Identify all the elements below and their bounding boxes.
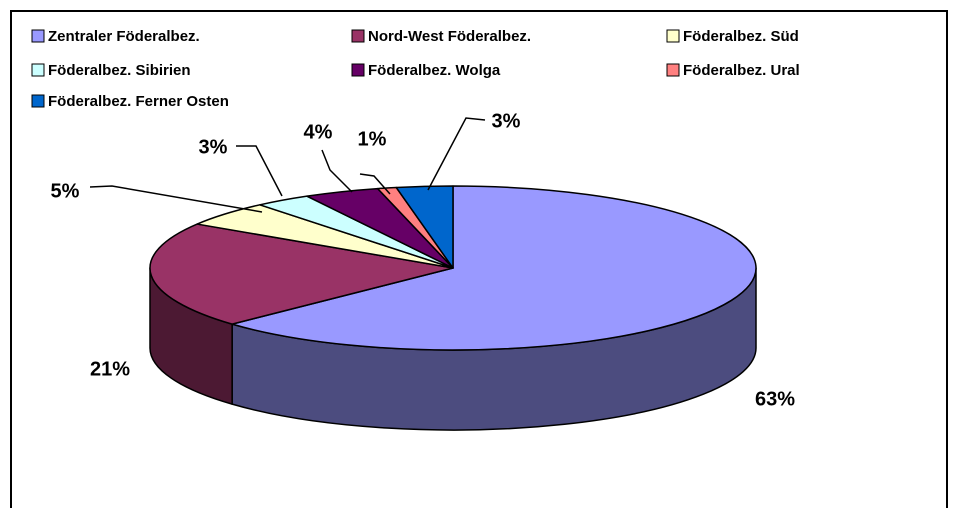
leader-line [359,173,391,195]
legend-swatch [31,29,45,43]
leader-line [427,117,486,191]
data-label: 3% [199,136,228,158]
pie-slice [231,185,757,351]
leader-line [236,145,283,197]
legend-label: Föderalbez. Ferner Osten [48,93,229,110]
data-label: 4% [304,121,333,143]
legend-swatch [351,29,365,43]
legend-swatch [666,29,680,43]
data-label: 3% [492,110,521,132]
leader-line [321,149,353,193]
leader-line [89,185,263,213]
legend-label: Föderalbez. Sibirien [48,62,191,79]
chart-frame [10,10,948,508]
legend-label: Nord-West Föderalbez. [368,28,531,45]
legend-label: Zentraler Föderalbez. [48,28,200,45]
pie-slice [395,185,454,269]
legend-label: Föderalbez. Ural [683,62,800,79]
pie-slice [149,223,454,325]
legend-swatch [666,63,680,77]
data-label: 1% [358,128,387,150]
legend-swatch [351,63,365,77]
data-label: 63% [755,388,795,410]
legend-label: Föderalbez. Süd [683,28,799,45]
legend-swatch [31,94,45,108]
data-label: 21% [90,358,130,380]
legend-swatch [31,63,45,77]
legend-label: Föderalbez. Wolga [368,62,501,79]
data-label: 5% [51,180,80,202]
